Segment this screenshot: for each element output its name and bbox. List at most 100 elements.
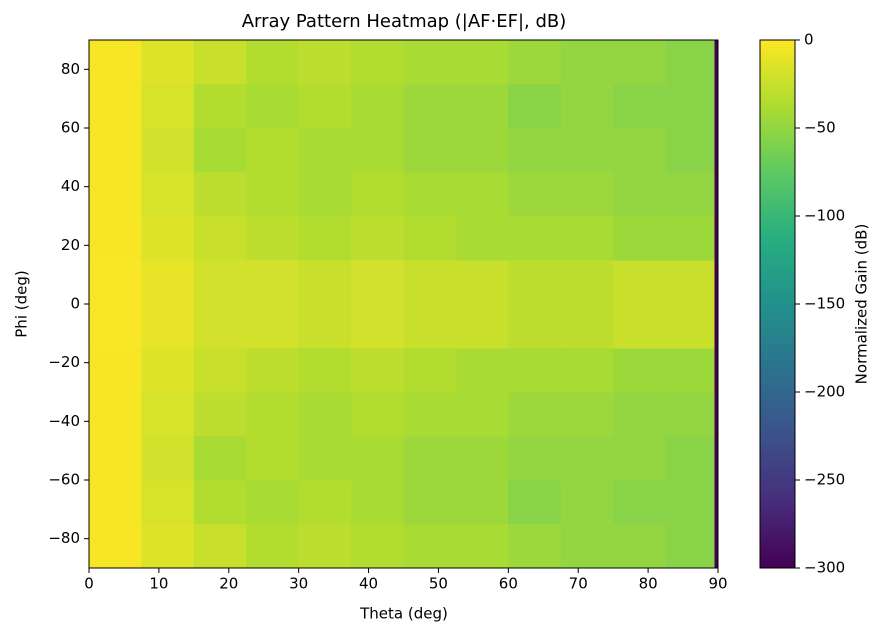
heatmap-cell xyxy=(714,436,719,481)
x-tick-label: 50 xyxy=(429,575,448,593)
heatmap-cell xyxy=(508,172,562,217)
heatmap-cell xyxy=(89,304,142,349)
heatmap-cell xyxy=(246,40,300,85)
heatmap-cell xyxy=(665,480,716,525)
heatmap-cell xyxy=(560,260,614,305)
y-tick-label: −40 xyxy=(48,412,80,430)
heatmap-cell xyxy=(403,40,457,85)
heatmap-cell xyxy=(351,260,404,305)
heatmap-cell xyxy=(665,216,716,261)
heatmap-cell xyxy=(508,304,562,349)
heatmap-cell xyxy=(89,216,142,261)
heatmap-cell xyxy=(193,348,247,393)
heatmap-cell xyxy=(665,304,716,349)
heatmap-cell xyxy=(714,84,719,129)
heatmap-cell xyxy=(613,40,667,85)
heatmap-cell xyxy=(298,436,352,481)
heatmap-cell xyxy=(613,172,667,217)
colorbar-tick-label: −300 xyxy=(804,559,845,577)
heatmap-cell xyxy=(193,40,247,85)
heatmap-cell xyxy=(141,436,195,481)
heatmap-cell xyxy=(351,436,404,481)
heatmap-cell xyxy=(193,480,247,525)
heatmap-cell xyxy=(714,392,719,437)
x-axis-label: Theta (deg) xyxy=(359,605,448,623)
colorbar xyxy=(759,39,796,569)
heatmap-cell xyxy=(351,524,404,569)
heatmap-cell xyxy=(246,216,300,261)
heatmap-cell xyxy=(560,84,614,129)
y-tick-label: 20 xyxy=(61,236,80,254)
heatmap-cell xyxy=(560,40,614,85)
heatmap-cell xyxy=(613,348,667,393)
heatmap-cell xyxy=(246,260,300,305)
heatmap-cell xyxy=(613,480,667,525)
y-tick-label: 40 xyxy=(61,177,80,195)
heatmap-cell xyxy=(298,524,352,569)
heatmap-cell xyxy=(351,84,404,129)
heatmap-cell xyxy=(246,172,300,217)
heatmap-cell xyxy=(246,304,300,349)
heatmap-cell xyxy=(89,260,142,305)
heatmap-cell xyxy=(714,260,719,305)
heatmap-cell xyxy=(560,128,614,173)
heatmap-cell xyxy=(403,304,457,349)
heatmap-cell xyxy=(351,392,404,437)
heatmap-cell xyxy=(455,392,509,437)
heatmap-cell xyxy=(89,84,142,129)
heatmap-cell xyxy=(560,392,614,437)
x-tick-label: 40 xyxy=(359,575,378,593)
heatmap-cell xyxy=(560,216,614,261)
heatmap-cell xyxy=(403,172,457,217)
heatmap-cell xyxy=(89,40,142,85)
heatmap-cell xyxy=(193,172,247,217)
x-tick-label: 60 xyxy=(499,575,518,593)
heatmap-cell xyxy=(455,524,509,569)
heatmap-cell xyxy=(351,172,404,217)
heatmap-cell xyxy=(298,392,352,437)
chart-title: Array Pattern Heatmap (|AF·EF|, dB) xyxy=(242,11,567,32)
heatmap-cell xyxy=(714,40,719,85)
heatmap-cell xyxy=(298,480,352,525)
heatmap-cell xyxy=(665,348,716,393)
heatmap-cell xyxy=(613,84,667,129)
heatmap-cell xyxy=(665,128,716,173)
heatmap-cell xyxy=(613,260,667,305)
colorbar-tick-label: −200 xyxy=(804,383,845,401)
heatmap-cell xyxy=(665,436,716,481)
colorbar-tick-label: 0 xyxy=(804,31,814,49)
heatmap-cell xyxy=(298,260,352,305)
heatmap-cell xyxy=(613,524,667,569)
heatmap-cell xyxy=(89,172,142,217)
heatmap-cell xyxy=(141,480,195,525)
heatmap-cell xyxy=(455,128,509,173)
heatmap-cell xyxy=(455,84,509,129)
heatmap-cell xyxy=(613,436,667,481)
heatmap-cell xyxy=(403,392,457,437)
heatmap-cell xyxy=(665,392,716,437)
heatmap-cell xyxy=(508,348,562,393)
heatmap-cell xyxy=(89,480,142,525)
heatmap-cell xyxy=(89,524,142,569)
heatmap-cell xyxy=(246,480,300,525)
heatmap-cell xyxy=(193,436,247,481)
heatmap-cell xyxy=(560,524,614,569)
heatmap-cell xyxy=(714,172,719,217)
heatmap-cell xyxy=(246,436,300,481)
heatmap-cell xyxy=(508,480,562,525)
heatmap-cell xyxy=(560,480,614,525)
heatmap-cell xyxy=(193,524,247,569)
heatmap-cell xyxy=(246,128,300,173)
heatmap-cell xyxy=(298,216,352,261)
x-tick-label: 80 xyxy=(639,575,658,593)
heatmap-cell xyxy=(141,304,195,349)
heatmap-cell xyxy=(193,216,247,261)
heatmap-cell xyxy=(141,348,195,393)
heatmap-cell xyxy=(508,392,562,437)
y-tick-label: 60 xyxy=(61,119,80,137)
y-tick-label: 80 xyxy=(61,60,80,78)
heatmap-cell xyxy=(714,304,719,349)
heatmap-cell xyxy=(665,40,716,85)
heatmap-cell xyxy=(560,348,614,393)
